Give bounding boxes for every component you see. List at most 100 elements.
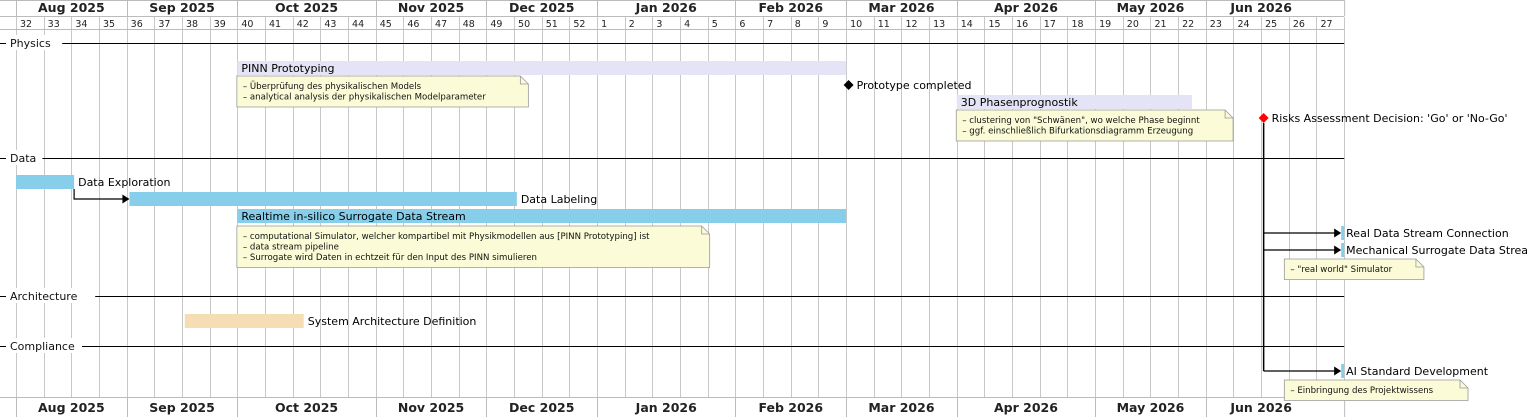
- week-label: 45: [380, 19, 392, 30]
- milestones: Prototype completed Risks Assessment Deci…: [843, 79, 1508, 125]
- task-bar: [237, 209, 847, 223]
- note-line: – clustering von "Schwänen", wo welche P…: [962, 116, 1200, 126]
- month-label-footer: Mar 2026: [868, 400, 934, 415]
- note-fold: [1459, 380, 1469, 389]
- week-label: 48: [463, 19, 475, 30]
- milestone-diamond: [1258, 113, 1269, 123]
- timeline-header: 32 33 34 35 36 37 38 39 40 41 42 43 44 45 46 47 48 49 50 51…: [20, 0, 1333, 30]
- grid-layer: [0, 0, 1346, 417]
- week-label: 50: [518, 19, 530, 30]
- week-label: 19: [1099, 19, 1111, 30]
- week-label: 8: [795, 19, 801, 30]
- section-label-bg: [6, 35, 63, 50]
- month-label: Apr 2026: [994, 0, 1058, 15]
- month-label: Nov 2025: [398, 0, 464, 15]
- section-label-bg: [6, 288, 96, 303]
- note-fold: [701, 226, 710, 235]
- note-line: – ggf. einschließlich Bifurkationsdiagra…: [962, 127, 1193, 137]
- week-label: 47: [435, 19, 447, 30]
- week-label: 2: [629, 19, 635, 30]
- end-task-label: Real Data Stream Connection: [1346, 227, 1509, 240]
- note-line: – analytical analysis der physikalischen…: [243, 93, 486, 103]
- week-label: 41: [269, 19, 281, 30]
- week-label: 18: [1071, 19, 1083, 30]
- week-label: 51: [546, 19, 558, 30]
- timeline-footer: Aug 2025 Sep 2025 Oct 2025 Nov 2025 Dec 2025…: [38, 400, 1292, 415]
- arrow-head: [1334, 366, 1342, 376]
- month-label: Sep 2025: [149, 0, 215, 15]
- month-label-footer: Apr 2026: [994, 400, 1058, 415]
- end-task-label: Mechanical Surrogate Data Stream: [1346, 244, 1529, 257]
- week-label: 10: [850, 19, 862, 30]
- arrow-head: [122, 194, 130, 204]
- month-label: Feb 2026: [758, 0, 823, 15]
- section-label-bg: [6, 338, 82, 353]
- note-box: [236, 225, 711, 268]
- week-label: 15: [988, 19, 1000, 30]
- week-label: 25: [1265, 19, 1277, 30]
- arrow-head: [1334, 228, 1342, 238]
- milestone-label: Risks Assessment Decision: 'Go' or 'No-G…: [1272, 112, 1508, 125]
- sections: Physics Data Architecture Compliance: [0, 35, 1345, 353]
- month-label-footer: Jan 2026: [635, 400, 697, 415]
- milestone-diamond: [843, 80, 854, 90]
- note-line: – Surrogate wird Daten in echtzeit für d…: [243, 253, 537, 263]
- week-label: 4: [684, 19, 690, 30]
- note-line: – "real world" Simulator: [1290, 265, 1392, 275]
- end-task-bar: [1341, 364, 1345, 378]
- week-label: 23: [1210, 19, 1222, 30]
- task-label: PINN Prototyping: [241, 62, 334, 75]
- week-label: 52: [573, 19, 585, 30]
- week-label: 7: [767, 19, 773, 30]
- note-line: – Einbringung des Projektwissens: [1290, 386, 1433, 396]
- week-label: 20: [1127, 19, 1139, 30]
- end-task-bar: [1341, 243, 1345, 257]
- week-label: 6: [739, 19, 745, 30]
- task-bar: [16, 175, 75, 189]
- note-box: [955, 109, 1234, 142]
- week-label: 26: [1293, 19, 1305, 30]
- section-label-data: Data: [10, 152, 36, 165]
- milestone-label: Prototype completed: [857, 79, 972, 92]
- week-label: 32: [20, 19, 32, 30]
- month-label-footer: Feb 2026: [758, 400, 823, 415]
- week-label: 9: [822, 19, 828, 30]
- month-label: Aug 2025: [38, 0, 105, 15]
- month-label: May 2026: [1117, 0, 1185, 15]
- month-label: Dec 2025: [509, 0, 574, 15]
- week-label: 16: [1016, 19, 1028, 30]
- week-label: 39: [214, 19, 226, 30]
- month-label: Jan 2026: [635, 0, 697, 15]
- week-label: 36: [131, 19, 143, 30]
- section-label-architecture: Architecture: [10, 290, 78, 303]
- week-label: 49: [490, 19, 502, 30]
- section-label-compliance: Compliance: [10, 340, 75, 353]
- note-line: – computational Simulator, welcher kompa…: [243, 232, 650, 242]
- week-label: 21: [1154, 19, 1166, 30]
- month-label-footer: Nov 2025: [398, 400, 464, 415]
- note-line: – data stream pipeline: [243, 243, 339, 253]
- week-label: 40: [241, 19, 253, 30]
- week-label: 17: [1044, 19, 1056, 30]
- dependency-line: [73, 189, 129, 200]
- note-fold: [519, 76, 529, 85]
- task-bar: [184, 314, 304, 328]
- task-label: 3D Phasenprognostik: [961, 96, 1079, 109]
- week-label: 1: [601, 19, 607, 30]
- week-label: 11: [878, 19, 890, 30]
- week-label: 37: [158, 19, 170, 30]
- tasks: PINN Prototyping 3D Phasenprognostik Data …: [16, 61, 1529, 378]
- week-label: 34: [75, 19, 87, 30]
- arrow-head: [1334, 245, 1342, 255]
- task-label: Realtime in-silico Surrogate Data Stream: [241, 210, 465, 223]
- week-label: 12: [905, 19, 917, 30]
- week-label: 46: [407, 19, 419, 30]
- week-label: 44: [352, 19, 364, 30]
- week-label: 42: [297, 19, 309, 30]
- month-label: Mar 2026: [868, 0, 934, 15]
- end-task-label: AI Standard Development: [1346, 365, 1489, 378]
- task-label: Data Labeling: [521, 193, 597, 206]
- week-label: 33: [48, 19, 60, 30]
- month-label-footer: Aug 2025: [38, 400, 105, 415]
